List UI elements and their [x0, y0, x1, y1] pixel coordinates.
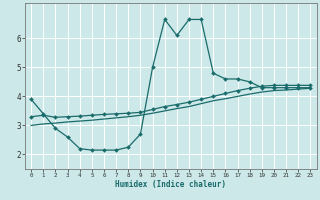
- X-axis label: Humidex (Indice chaleur): Humidex (Indice chaleur): [115, 180, 226, 189]
